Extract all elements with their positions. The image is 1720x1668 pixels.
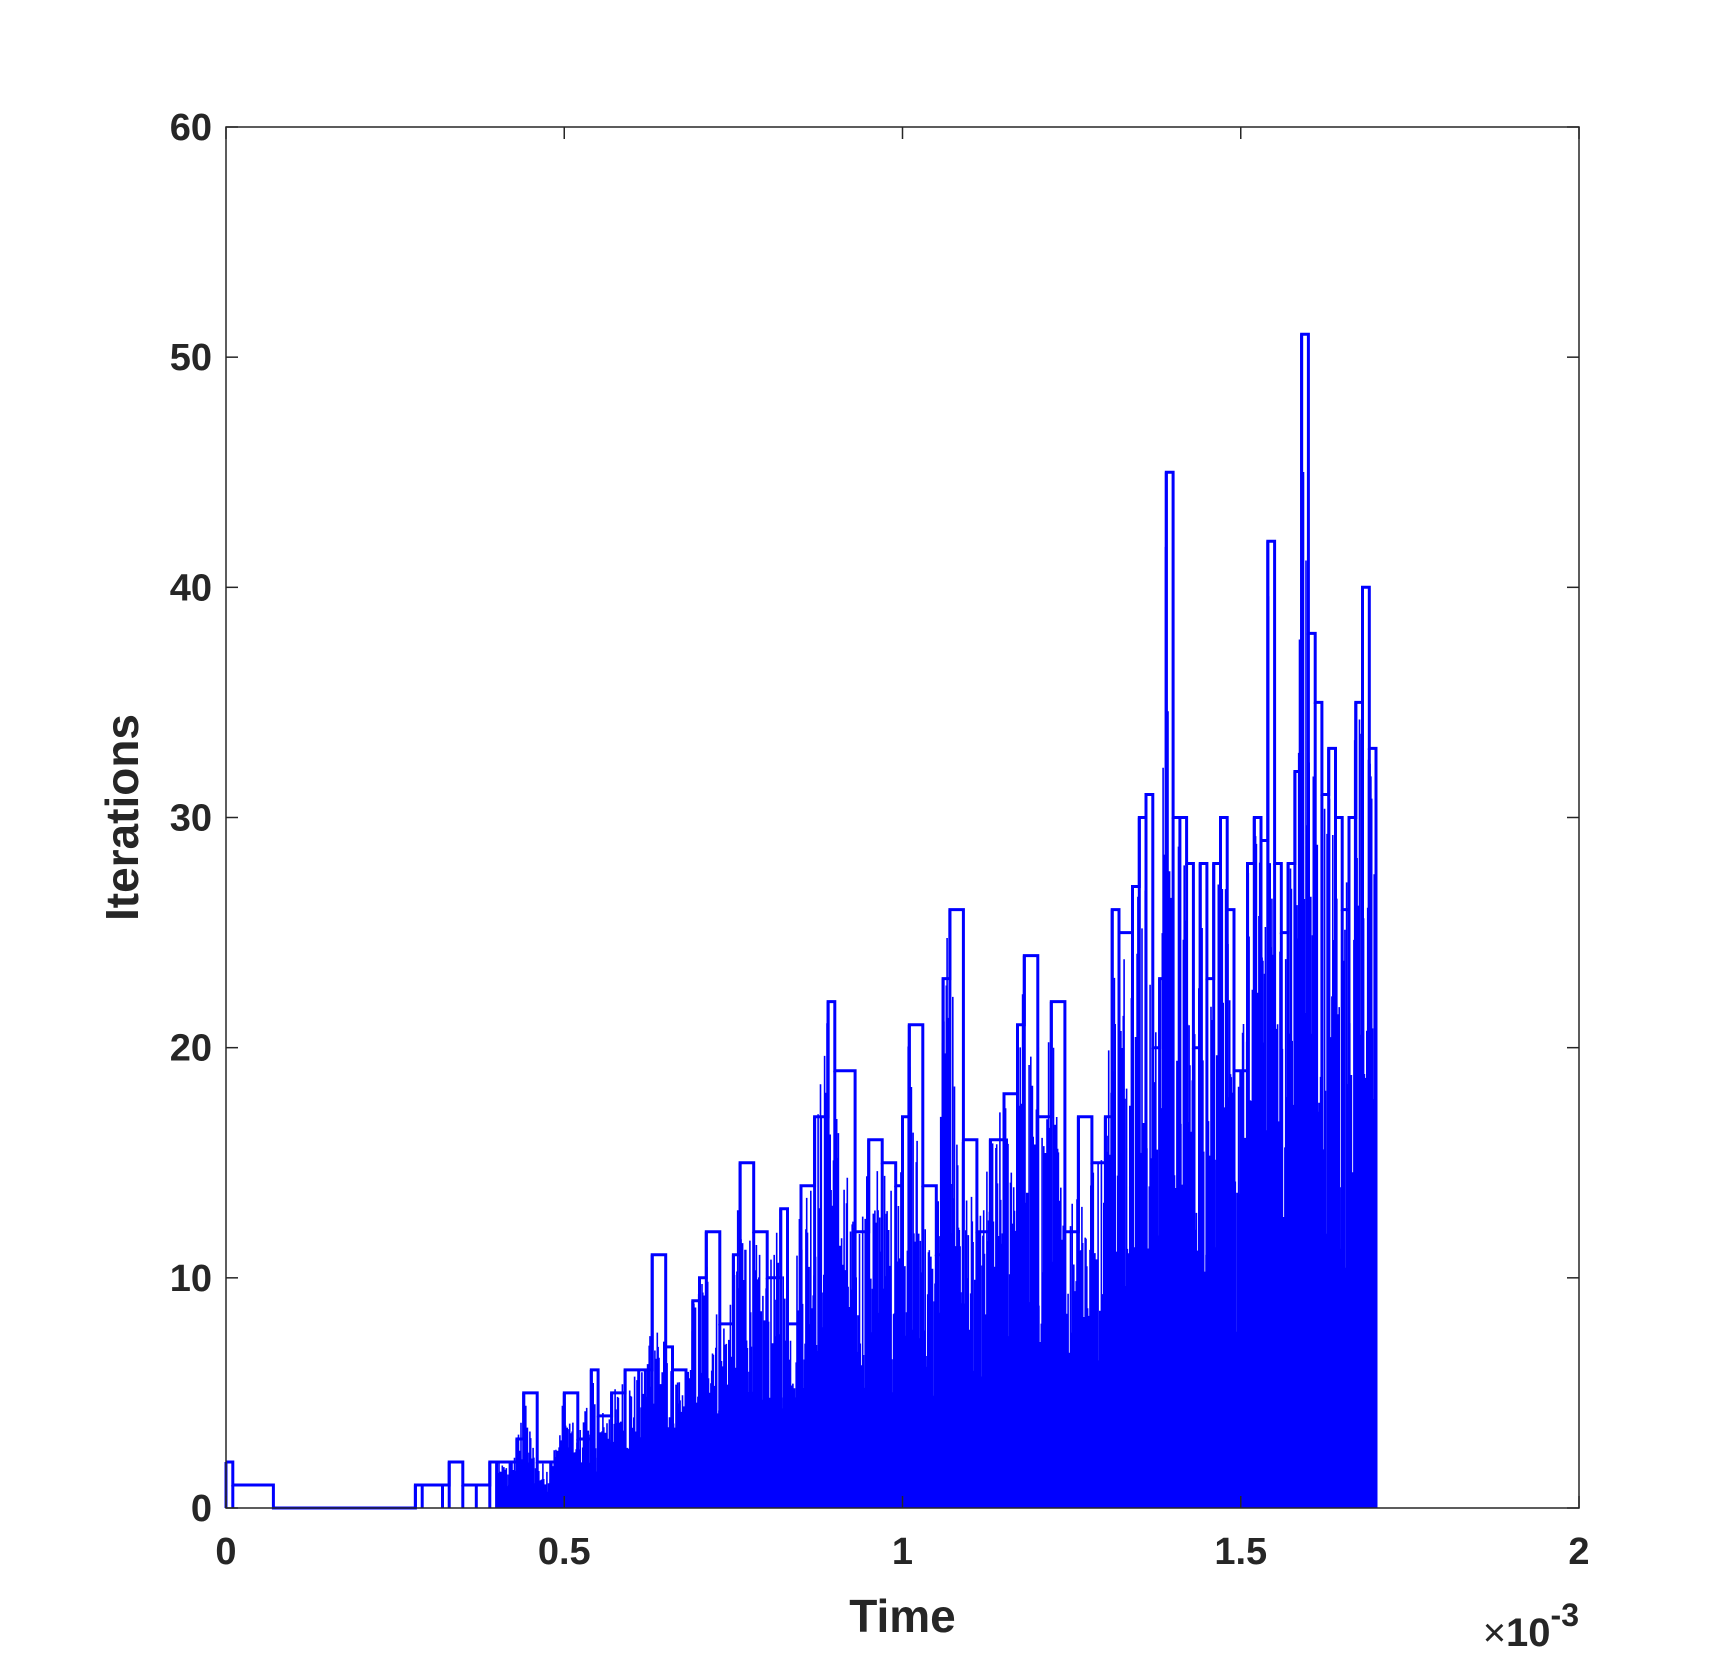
y-tick-label: 10 (170, 1258, 212, 1300)
y-tick-label: 30 (170, 798, 212, 840)
x-multiplier-base: 10 (1506, 1611, 1551, 1655)
x-multiplier-exponent: -3 (1551, 1597, 1579, 1633)
plot-area (224, 332, 1378, 1510)
y-tick-label: 50 (170, 337, 212, 379)
y-tick-label: 20 (170, 1028, 212, 1070)
x-tick-label: 1 (892, 1531, 913, 1573)
x-multiplier-label: ×10-3 (1483, 1597, 1579, 1655)
x-tick-label: 2 (1568, 1531, 1589, 1573)
y-tick-label: 60 (170, 107, 212, 149)
x-tick-label: 0 (215, 1531, 236, 1573)
y-tick-label: 40 (170, 567, 212, 609)
y-tick-label: 0 (191, 1488, 212, 1530)
x-tick-label: 1.5 (1214, 1531, 1267, 1573)
x-axis-label: Time (849, 1590, 956, 1642)
y-axis-label: Iterations (96, 714, 148, 921)
x-multiplier-times: × (1483, 1611, 1506, 1655)
x-tick-label: 0.5 (538, 1531, 591, 1573)
